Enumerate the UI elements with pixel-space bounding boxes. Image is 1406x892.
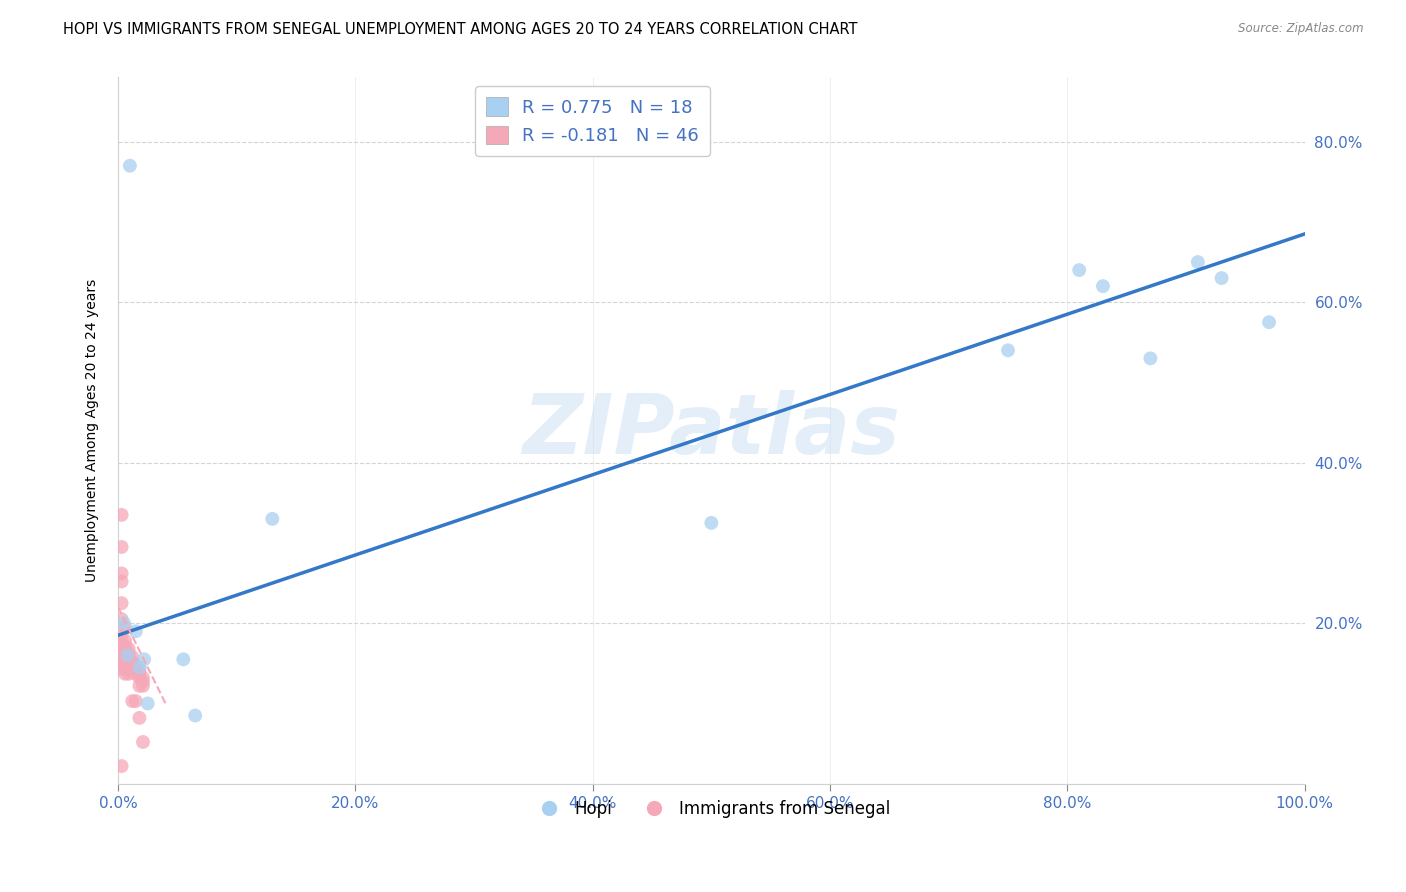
Point — [110, 628, 132, 642]
Point — [118, 666, 141, 681]
Point — [700, 516, 723, 530]
Point — [110, 636, 132, 650]
Point — [114, 649, 136, 664]
Point — [125, 624, 148, 639]
Point — [121, 694, 143, 708]
Point — [128, 660, 150, 674]
Text: ZIPatlas: ZIPatlas — [523, 390, 900, 471]
Point — [114, 666, 136, 681]
Point — [114, 646, 136, 660]
Point — [128, 711, 150, 725]
Text: Source: ZipAtlas.com: Source: ZipAtlas.com — [1239, 22, 1364, 36]
Point — [110, 662, 132, 676]
Point — [114, 662, 136, 676]
Point — [114, 639, 136, 653]
Point — [997, 343, 1019, 358]
Point — [118, 663, 141, 677]
Point — [118, 159, 141, 173]
Point — [117, 648, 139, 663]
Point — [128, 671, 150, 685]
Point — [121, 649, 143, 664]
Point — [118, 650, 141, 665]
Point — [1069, 263, 1091, 277]
Point — [1187, 255, 1209, 269]
Point — [114, 620, 136, 634]
Point — [262, 512, 284, 526]
Point — [125, 694, 148, 708]
Point — [118, 658, 141, 673]
Point — [110, 540, 132, 554]
Point — [118, 655, 141, 669]
Point — [128, 666, 150, 681]
Point — [132, 679, 155, 693]
Legend: Hopi, Immigrants from Senegal: Hopi, Immigrants from Senegal — [526, 794, 897, 825]
Point — [132, 735, 155, 749]
Point — [118, 641, 141, 656]
Point — [110, 596, 132, 610]
Point — [110, 759, 132, 773]
Point — [128, 679, 150, 693]
Point — [112, 616, 135, 631]
Point — [121, 655, 143, 669]
Point — [172, 652, 194, 666]
Point — [110, 574, 132, 589]
Point — [110, 612, 132, 626]
Point — [132, 674, 155, 689]
Point — [118, 647, 141, 661]
Point — [110, 648, 132, 663]
Point — [136, 697, 159, 711]
Point — [110, 657, 132, 672]
Point — [121, 658, 143, 673]
Point — [1091, 279, 1114, 293]
Point — [125, 663, 148, 677]
Text: HOPI VS IMMIGRANTS FROM SENEGAL UNEMPLOYMENT AMONG AGES 20 TO 24 YEARS CORRELATI: HOPI VS IMMIGRANTS FROM SENEGAL UNEMPLOY… — [63, 22, 858, 37]
Point — [125, 657, 148, 672]
Point — [110, 644, 132, 658]
Y-axis label: Unemployment Among Ages 20 to 24 years: Unemployment Among Ages 20 to 24 years — [86, 279, 100, 582]
Point — [128, 663, 150, 677]
Point — [132, 671, 155, 685]
Point — [125, 666, 148, 681]
Point — [114, 655, 136, 669]
Point — [1258, 315, 1281, 329]
Point — [1211, 271, 1233, 285]
Point — [114, 633, 136, 648]
Point — [184, 708, 207, 723]
Point — [110, 566, 132, 581]
Point — [1139, 351, 1161, 366]
Point — [134, 652, 156, 666]
Point — [110, 508, 132, 522]
Point — [110, 652, 132, 666]
